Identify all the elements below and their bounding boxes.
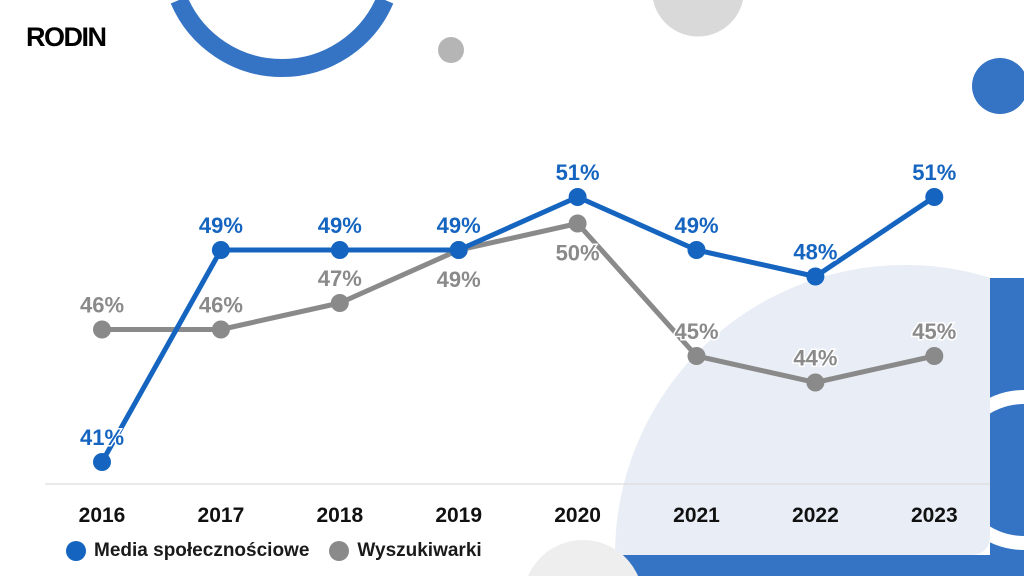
series-line-media bbox=[99, 194, 936, 464]
data-label: 48% bbox=[793, 240, 837, 265]
data-point bbox=[687, 241, 706, 259]
decor-blue-block bbox=[990, 278, 1024, 576]
data-label: 47% bbox=[318, 266, 362, 291]
data-point bbox=[687, 347, 706, 365]
legend-item-search: Wyszukiwarki bbox=[329, 540, 482, 562]
x-tick-label: 2019 bbox=[435, 504, 482, 527]
rodin-logo: RODIN bbox=[26, 22, 107, 52]
x-tick-label: 2022 bbox=[792, 504, 839, 527]
x-tick-label: 2021 bbox=[673, 504, 720, 527]
legend-label-media: Media społecznościowe bbox=[94, 540, 310, 561]
data-point bbox=[925, 188, 944, 206]
decor-blue-circle bbox=[972, 58, 1024, 114]
data-label: 45% bbox=[674, 319, 718, 344]
x-tick-label: 2023 bbox=[911, 504, 958, 527]
series-line-search bbox=[102, 221, 935, 385]
data-label: 44% bbox=[793, 346, 837, 371]
legend-item-media: Media społecznościowe bbox=[66, 540, 309, 562]
data-point bbox=[806, 373, 825, 392]
x-tick-label: 2020 bbox=[554, 504, 601, 527]
legend-label-search: Wyszukiwarki bbox=[357, 540, 482, 561]
data-label: 46% bbox=[199, 293, 243, 318]
decor-gray-circle bbox=[653, 0, 743, 37]
data-label: 49% bbox=[318, 213, 362, 238]
data-label: 45% bbox=[912, 319, 956, 344]
data-point bbox=[93, 453, 111, 471]
data-label: 49% bbox=[437, 267, 481, 292]
data-label: 51% bbox=[556, 160, 600, 185]
data-point bbox=[93, 320, 111, 339]
data-point bbox=[568, 188, 587, 206]
legend-swatch-media bbox=[66, 541, 86, 561]
data-point bbox=[449, 241, 468, 259]
data-label: 46% bbox=[80, 293, 124, 318]
decor-bottom-gray-circle bbox=[528, 539, 638, 576]
data-label: 50% bbox=[556, 241, 600, 266]
x-tick-label: 2017 bbox=[198, 504, 245, 527]
decor-blue-ring bbox=[170, 0, 394, 78]
x-tick-label: 2016 bbox=[79, 504, 126, 527]
decor-blue-strip bbox=[600, 555, 1024, 576]
background-decoration bbox=[40, 0, 1024, 576]
data-point bbox=[925, 347, 944, 365]
data-label: 49% bbox=[437, 213, 481, 238]
data-point bbox=[806, 267, 825, 286]
legend-swatch-search bbox=[329, 541, 350, 561]
data-label: 51% bbox=[912, 160, 956, 185]
data-label: 49% bbox=[199, 213, 243, 238]
data-point bbox=[330, 294, 349, 312]
data-point bbox=[211, 241, 230, 259]
decor-small-gray-circle bbox=[438, 37, 464, 63]
data-label: 49% bbox=[674, 213, 718, 238]
decor-light-circle bbox=[615, 264, 990, 555]
legend: Media społecznościowe Wyszukiwarki bbox=[66, 540, 502, 562]
data-point bbox=[568, 214, 587, 233]
data-point bbox=[211, 320, 230, 339]
data-label: 41% bbox=[80, 425, 124, 450]
x-tick-label: 2018 bbox=[316, 504, 363, 527]
data-point bbox=[330, 241, 349, 259]
